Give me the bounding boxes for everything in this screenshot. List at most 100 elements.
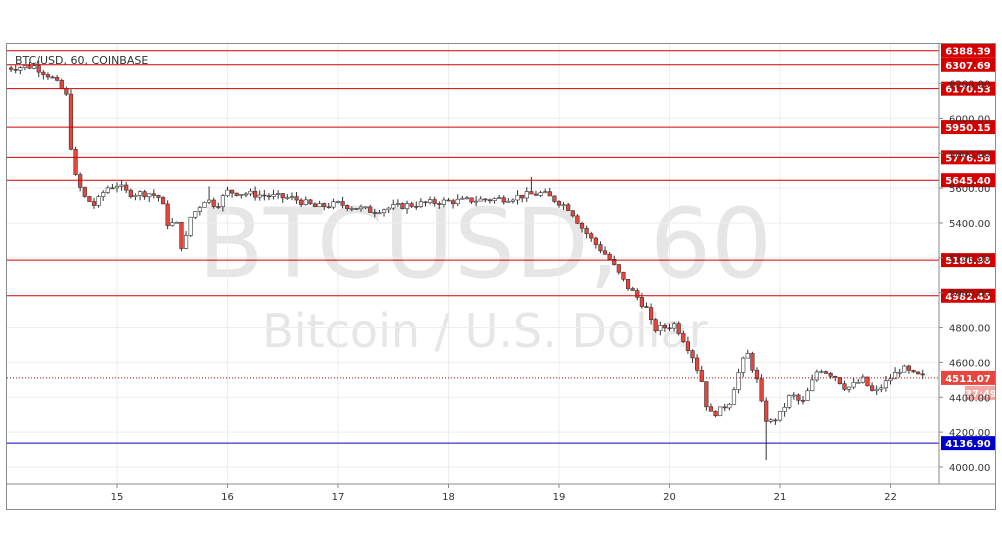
candle-body — [266, 195, 272, 198]
candle-body — [82, 187, 87, 197]
candle-body — [635, 290, 640, 298]
y-tick-label: 4400.00 — [949, 393, 990, 404]
candle-body — [197, 207, 202, 212]
y-tick-label: 4200.00 — [949, 428, 990, 439]
candle-body — [137, 191, 143, 196]
x-tick-label: 20 — [663, 492, 676, 503]
candle-body — [414, 206, 419, 208]
candle-body — [612, 259, 617, 265]
countdown-label: 37:49 — [965, 389, 995, 400]
candle-body — [377, 212, 382, 215]
candle-body — [920, 373, 925, 376]
price-level-label: 6388.39 — [945, 47, 991, 58]
candle-body — [225, 189, 230, 197]
candle-body — [483, 198, 488, 201]
candle-body — [174, 221, 179, 224]
candle-body — [427, 199, 433, 204]
price-level-label: 5776.58 — [945, 153, 991, 164]
candle-body — [50, 76, 55, 79]
candle-body — [699, 370, 704, 382]
candle-body — [819, 371, 824, 373]
price-level-tag — [941, 288, 995, 303]
candle-body — [916, 371, 921, 375]
candle-body — [708, 406, 714, 412]
candle-body — [906, 365, 912, 371]
candle-body — [754, 369, 760, 380]
candle-body — [22, 65, 28, 68]
y-tick-label: 4000.00 — [949, 463, 990, 474]
candle-body — [722, 406, 727, 409]
candle-body — [492, 198, 497, 201]
candle-body — [358, 206, 364, 210]
candle-body — [13, 69, 18, 71]
candle-body — [741, 357, 746, 373]
candle-body — [183, 235, 189, 249]
candle-body — [566, 204, 571, 212]
candle-body — [441, 199, 446, 205]
x-tick-label: 15 — [111, 492, 124, 503]
candle-body — [883, 380, 888, 389]
candle-body — [796, 394, 801, 401]
candle-body — [718, 406, 723, 417]
chart-svg: BTCUSD, 60 Bitcoin / U.S. Dollar 6388.39… — [7, 44, 995, 503]
candle-body — [110, 187, 115, 190]
price-level-label: 6170.53 — [945, 85, 991, 96]
candle-body — [271, 194, 276, 197]
candle-body — [851, 382, 856, 388]
candle-body — [32, 65, 37, 69]
candle-body — [690, 350, 695, 359]
candle-body — [391, 204, 396, 209]
candle-body — [78, 174, 83, 188]
candle-body — [289, 196, 295, 198]
candle-body — [759, 378, 764, 402]
candle-body — [312, 203, 318, 208]
candle-body — [59, 79, 64, 89]
candle-body — [510, 199, 516, 202]
candle-body — [639, 297, 644, 307]
candle-body — [630, 288, 635, 291]
price-level-tag — [941, 436, 995, 451]
candle-body — [345, 205, 350, 209]
price-level-label: 5186.98 — [945, 256, 991, 267]
candle-body — [893, 372, 898, 380]
y-tick-label: 5800.00 — [949, 149, 990, 160]
candle-body — [902, 365, 907, 373]
y-tick-label: 5400.00 — [949, 219, 990, 230]
candle-body — [846, 386, 852, 390]
candle-body — [625, 278, 631, 289]
candle-body — [607, 253, 612, 260]
candle-body — [193, 211, 198, 218]
candle-body — [529, 191, 534, 195]
candle-body — [644, 306, 649, 308]
candle-body — [704, 381, 709, 408]
candle-body — [787, 395, 792, 408]
candle-body — [833, 375, 838, 378]
candle-body — [602, 250, 608, 255]
candle-body — [782, 406, 787, 412]
candle-body — [662, 325, 667, 329]
candle-body — [911, 370, 916, 373]
candle-body — [837, 377, 842, 385]
candle-body — [156, 195, 161, 198]
price-level-tag — [941, 120, 995, 135]
y-tick-label: 6000.00 — [949, 114, 990, 125]
candle-body — [842, 383, 847, 390]
candle-body — [308, 199, 313, 205]
candle-body — [469, 197, 474, 203]
candle-body — [96, 196, 101, 206]
candle-body — [400, 203, 405, 210]
candle-body — [616, 264, 621, 273]
candle-body — [750, 353, 755, 371]
candle-body — [888, 378, 893, 382]
candle-body — [248, 190, 253, 195]
candle-body — [538, 192, 543, 196]
candle-layer — [9, 60, 925, 461]
candle-body — [432, 199, 437, 204]
candle-body — [497, 197, 502, 199]
candle-body — [151, 193, 156, 196]
candle-body — [9, 67, 14, 70]
current-price-label: 4511.07 — [945, 374, 991, 385]
candle-body — [547, 191, 552, 197]
candle-body — [810, 379, 815, 392]
candle-body — [897, 371, 902, 374]
